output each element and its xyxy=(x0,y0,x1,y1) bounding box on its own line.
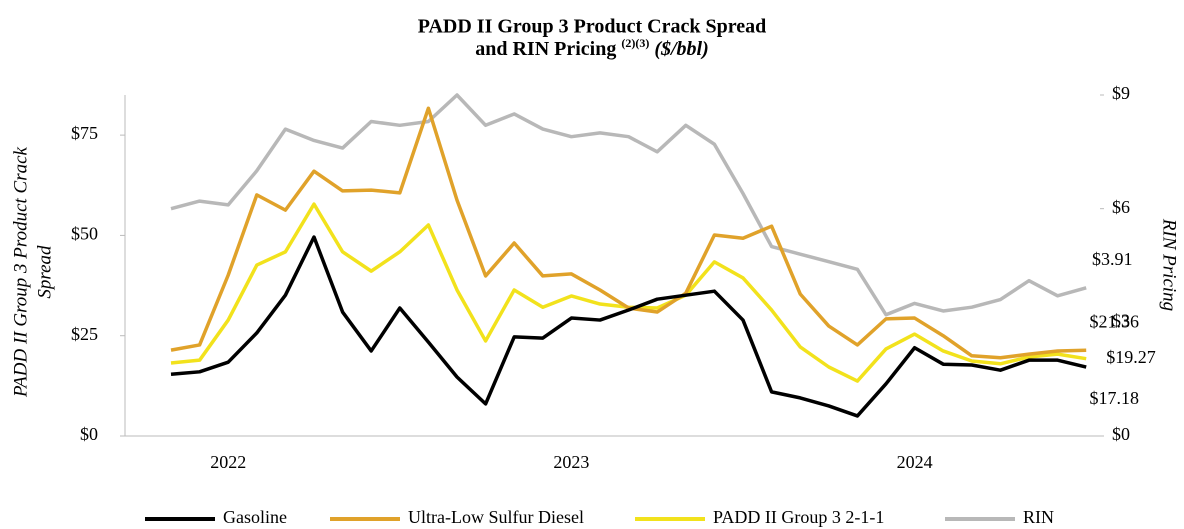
y2-tick-label: $9 xyxy=(1112,83,1130,103)
title-note: (2)(3) xyxy=(621,36,649,50)
legend-label: PADD II Group 3 2-1-1 xyxy=(713,507,884,527)
y-tick-label: $50 xyxy=(71,224,98,244)
y2-tick-label: $3 xyxy=(1112,310,1130,330)
data-label: $19.27 xyxy=(1106,347,1156,367)
legend-label: RIN xyxy=(1023,507,1054,527)
y-axis-label: PADD II Group 3 Product Crack xyxy=(10,146,31,398)
data-label: $3.91 xyxy=(1092,249,1133,269)
data-label: $21.36 xyxy=(1089,311,1139,331)
legend-label: Ultra-Low Sulfur Diesel xyxy=(408,507,584,527)
x-tick-label: 2024 xyxy=(897,452,933,472)
y2-tick-label: $6 xyxy=(1112,197,1130,217)
title-unit: ($/bbl) xyxy=(654,38,708,60)
y-tick-label: $75 xyxy=(71,123,98,143)
chart-title-line2: and RIN Pricing (2)(3) ($/bbl) xyxy=(475,32,709,60)
legend-label: Gasoline xyxy=(223,507,287,527)
series-line xyxy=(170,202,1087,383)
y-axis-label: Spread xyxy=(34,245,55,299)
y2-axis-label: RIN Pricing xyxy=(1159,218,1180,311)
series-line xyxy=(170,235,1087,418)
series-line xyxy=(170,106,1087,360)
x-tick-label: 2022 xyxy=(210,452,246,472)
title-main: and RIN Pricing xyxy=(475,38,616,60)
chart-title: PADD II Group 3 Product Crack Spread xyxy=(418,16,767,38)
y-tick-label: $0 xyxy=(80,424,98,444)
series-line xyxy=(170,93,1087,317)
x-tick-label: 2023 xyxy=(553,452,589,472)
y2-tick-label: $0 xyxy=(1112,424,1130,444)
data-label: $17.18 xyxy=(1089,388,1139,408)
y-tick-label: $25 xyxy=(71,324,98,344)
